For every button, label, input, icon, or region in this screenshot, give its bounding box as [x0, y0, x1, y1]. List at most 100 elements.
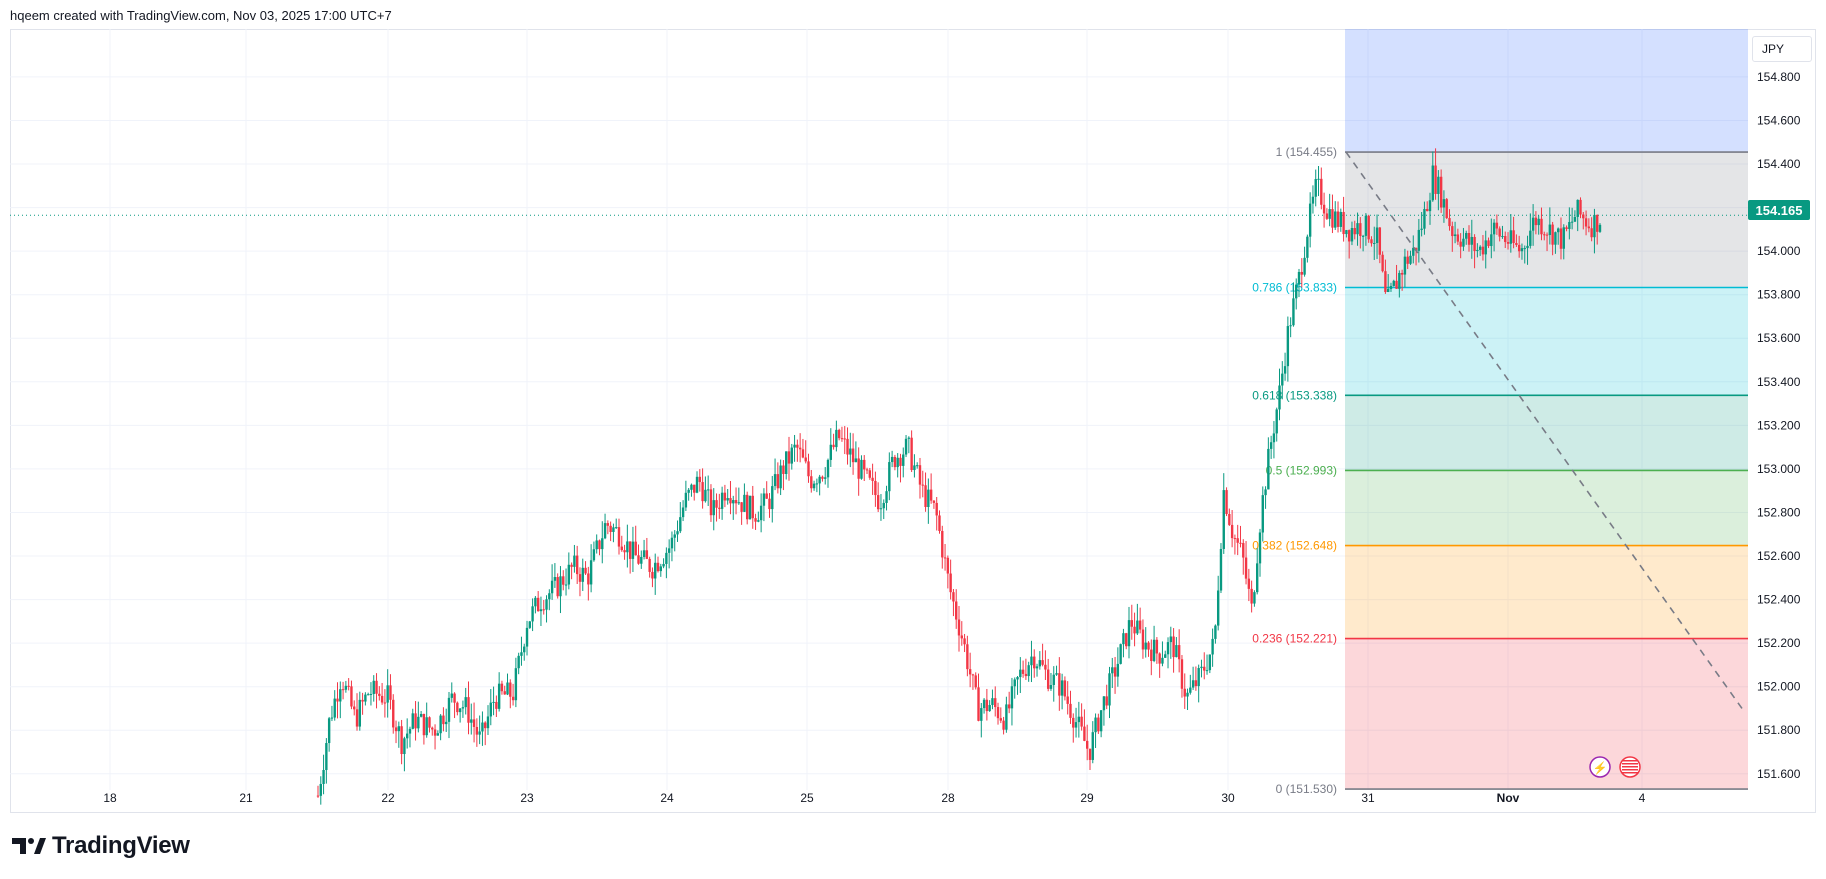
candle-body: [545, 599, 548, 610]
candle-body: [1099, 710, 1103, 732]
candle-body: [1347, 230, 1351, 242]
candle-body: [1113, 667, 1117, 677]
candle-body: [570, 564, 573, 567]
candle-body: [1490, 234, 1493, 247]
candle-body: [1161, 657, 1164, 664]
candle-body: [1230, 524, 1234, 539]
candle-body: [606, 523, 610, 526]
candle-body: [1033, 656, 1036, 669]
candle-body: [982, 699, 986, 709]
candle-body: [369, 693, 373, 695]
candle-body: [564, 584, 568, 586]
candle-body: [366, 694, 370, 696]
y-axis-tick-label: 153.800: [1757, 288, 1801, 302]
candle-body: [1136, 620, 1139, 634]
candle-body: [394, 727, 398, 732]
candle-body: [751, 495, 754, 519]
candle-body: [968, 669, 972, 675]
candle-body: [667, 548, 671, 553]
candle-body: [316, 795, 320, 797]
fib-zone: [1345, 152, 1748, 288]
candle-body: [325, 743, 328, 771]
candle-body: [1437, 176, 1440, 194]
tradingview-logo[interactable]: TradingView: [12, 832, 190, 860]
candle-body: [1278, 385, 1281, 410]
candle-body: [715, 500, 718, 508]
candle-body: [573, 555, 576, 567]
candle-body: [1060, 680, 1064, 696]
y-axis-tick-label: 152.200: [1757, 636, 1801, 650]
candle-body: [1083, 726, 1086, 741]
candle-body: [743, 494, 746, 512]
candle-body: [1389, 285, 1393, 289]
candle-body: [929, 489, 933, 501]
candle-body: [442, 715, 445, 725]
candle-body: [849, 448, 852, 455]
candle-body: [1334, 211, 1337, 228]
candle-body: [1244, 557, 1248, 579]
candle-body: [952, 592, 955, 602]
tradingview-logo-icon: [12, 838, 46, 854]
candle-body: [472, 719, 476, 727]
candle-body: [645, 550, 649, 559]
candle-body: [1152, 639, 1156, 661]
candle-body: [913, 465, 916, 471]
candle-body: [1556, 228, 1560, 233]
candle-body: [1426, 208, 1429, 212]
candle-body: [411, 713, 414, 729]
x-axis-tick-label: 29: [1080, 791, 1094, 805]
candle-body: [720, 492, 724, 509]
candle-body: [1111, 667, 1114, 674]
candle-body: [1208, 654, 1212, 671]
candle-body: [550, 580, 554, 594]
candle-body: [1219, 548, 1223, 591]
candle-body: [863, 459, 866, 470]
candle-body: [1373, 242, 1376, 244]
candle-body: [1356, 223, 1359, 235]
candle-body: [1141, 629, 1145, 650]
candle-body: [729, 498, 732, 504]
candle-body: [946, 557, 950, 574]
candle-body: [1158, 653, 1161, 664]
candle-body: [1498, 228, 1501, 237]
fib-zone: [1345, 470, 1748, 546]
candle-body: [492, 701, 495, 703]
candle-body: [821, 476, 824, 479]
candle-body: [1066, 696, 1069, 704]
candle-body: [785, 451, 788, 475]
fib-level-label: 0.5 (152.993): [1266, 463, 1337, 477]
candle-body: [1573, 216, 1577, 222]
candle-body: [378, 693, 381, 696]
candle-body: [1295, 284, 1298, 299]
candle-body: [1370, 239, 1373, 244]
candle-body: [615, 527, 618, 529]
candle-body: [1470, 236, 1473, 245]
candle-body: [988, 705, 991, 712]
candle-body: [1211, 638, 1214, 655]
candle-body: [575, 555, 579, 575]
candle-body: [511, 696, 515, 701]
candle-body: [860, 459, 863, 479]
candle-body: [1339, 211, 1343, 227]
candle-body: [656, 562, 660, 572]
currency-badge[interactable]: JPY: [1752, 36, 1812, 62]
candle-body: [1041, 660, 1044, 665]
candle-body: [361, 699, 364, 702]
candle-body: [759, 505, 763, 521]
x-axis-tick-label: Nov: [1497, 791, 1520, 805]
candle-body: [882, 502, 885, 509]
candle-body: [419, 713, 423, 717]
candle-body: [1253, 592, 1256, 604]
chart-frame[interactable]: [10, 29, 1816, 813]
candle-body: [1242, 543, 1245, 558]
candle-body: [1487, 240, 1490, 247]
fib-level-label: 0.618 (153.338): [1252, 388, 1337, 402]
candle-body: [977, 687, 980, 721]
candle-body: [1169, 636, 1173, 643]
candle-body: [902, 454, 905, 466]
candle-body: [1267, 448, 1270, 490]
candle-body: [865, 469, 869, 471]
candle-body: [798, 447, 802, 450]
candle-body: [347, 685, 350, 687]
